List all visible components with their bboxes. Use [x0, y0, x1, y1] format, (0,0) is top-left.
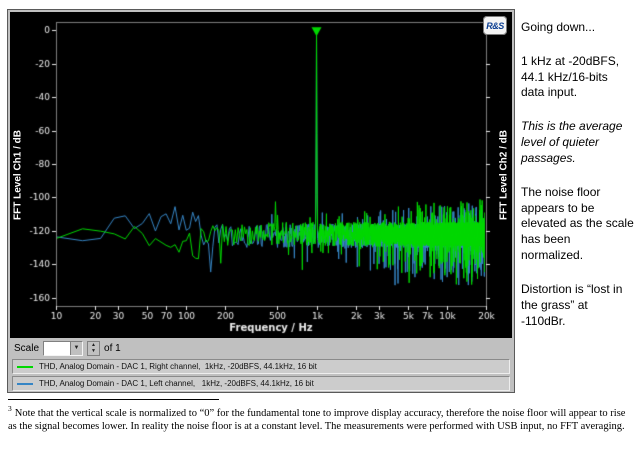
scan-spinner[interactable]: ▲ ▼ — [87, 340, 101, 356]
fft-chart-region: FFT Level Ch1 / dB FFT Level Ch2 / dB R&… — [10, 12, 512, 338]
footnote: 3 Note that the vertical scale is normali… — [8, 404, 634, 434]
note-paragraph-4: The noise floor appears to be elevated a… — [521, 184, 634, 263]
footnote-ref: 3 — [8, 404, 12, 413]
legend-row-left-channel: THD, Analog Domain - DAC 1, Left channel… — [12, 376, 510, 391]
note-paragraph-3: This is the average level of quieter pas… — [521, 119, 623, 165]
commentary-column: Going down... 1 kHz at -20dBFS, 44.1 kHz… — [521, 20, 634, 347]
footnote-separator — [8, 399, 219, 400]
legend-swatch — [17, 365, 33, 368]
rohde-schwarz-logo: R&S — [483, 16, 507, 35]
y-axis-strip-right: FFT Level Ch2 / dB — [496, 12, 512, 338]
legend-swatch — [17, 382, 33, 385]
spinner-down-icon[interactable]: ▼ — [91, 348, 96, 354]
scale-row: Scale ▼ ▲ ▼ of 1 — [10, 338, 512, 358]
y-axis-label-ch2: FFT Level Ch2 / dB — [498, 129, 510, 221]
rs-logo-icon: R&S — [486, 20, 504, 31]
note-paragraph-2: 1 kHz at -20dBFS, 44.1 kHz/16-bits data … — [521, 53, 620, 100]
fft-analyzer-panel: FFT Level Ch1 / dB FFT Level Ch2 / dB R&… — [7, 9, 515, 393]
spinner-up-icon[interactable]: ▲ — [91, 342, 96, 348]
legend-label-right-channel: THD, Analog Domain - DAC 1, Right channe… — [39, 362, 317, 371]
fft-spectrum-plot — [26, 12, 496, 338]
footnote-text: Note that the vertical scale is normaliz… — [8, 407, 626, 433]
scale-dropdown[interactable]: ▼ — [43, 340, 84, 356]
dropdown-arrow-icon[interactable]: ▼ — [70, 341, 83, 355]
legend-row-right-channel: THD, Analog Domain - DAC 1, Right channe… — [12, 359, 510, 374]
y-axis-strip-left: FFT Level Ch1 / dB — [10, 12, 26, 338]
note-paragraph-1: Going down... — [521, 20, 596, 34]
scan-count-label: of 1 — [104, 342, 121, 354]
scale-label: Scale — [14, 342, 40, 354]
y-axis-label-ch1: FFT Level Ch1 / dB — [12, 129, 24, 221]
note-paragraph-5: Distortion is “lost in the grass” at -11… — [521, 281, 623, 328]
legend-label-left-channel: THD, Analog Domain - DAC 1, Left channel… — [39, 379, 314, 388]
trace-legend: THD, Analog Domain - DAC 1, Right channe… — [12, 359, 510, 391]
